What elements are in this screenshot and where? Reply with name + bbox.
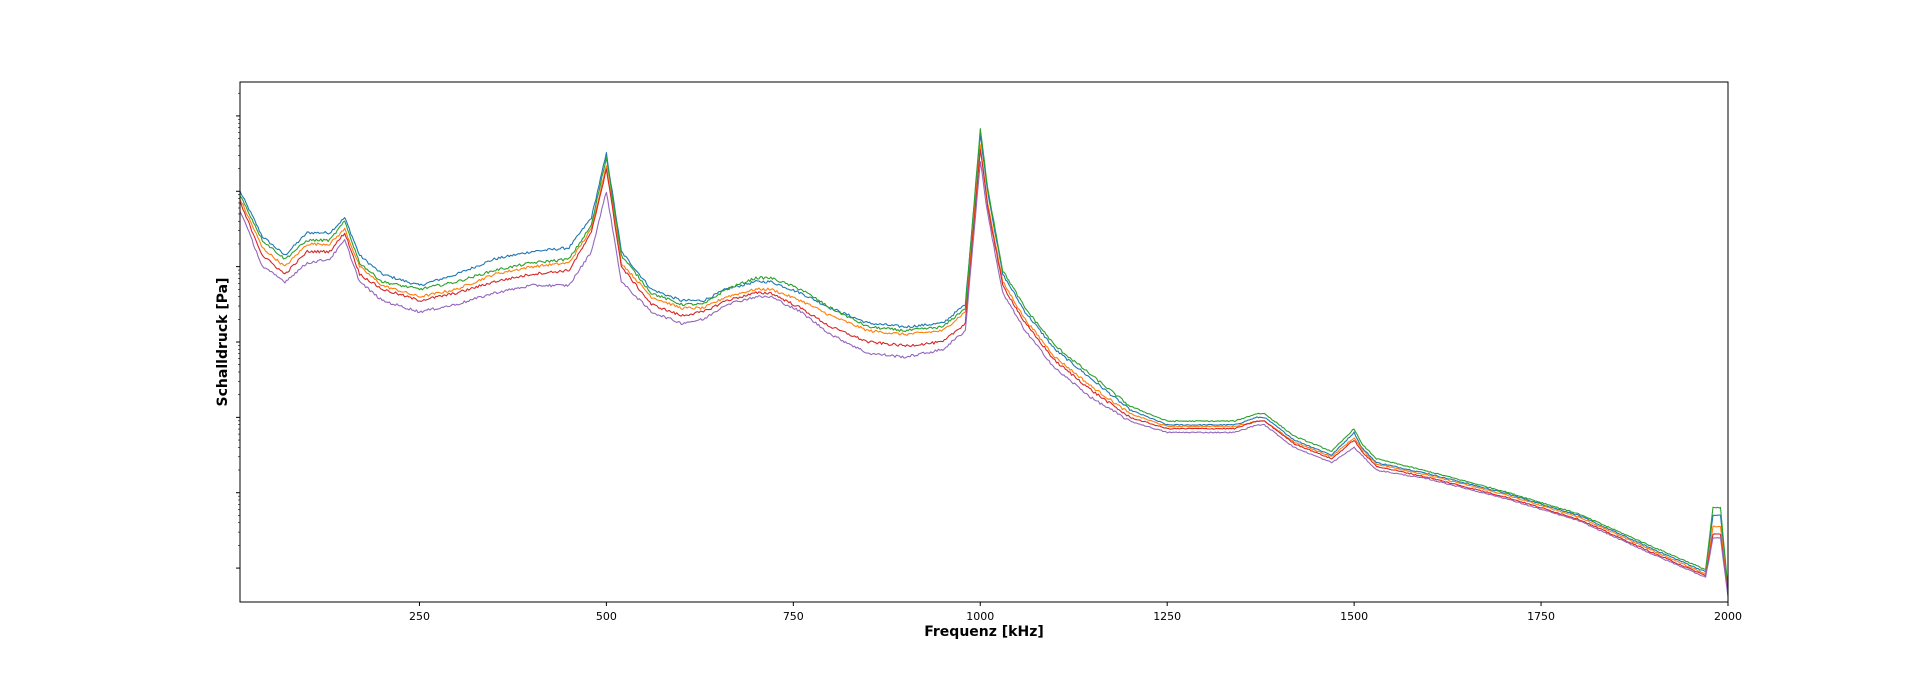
x-tick-label: 1000 — [966, 610, 994, 623]
x-tick-label: 1250 — [1153, 610, 1181, 623]
plot-area — [239, 128, 1729, 597]
x-tick-label: 2000 — [1714, 610, 1742, 623]
x-tick-label: 500 — [596, 610, 617, 623]
x-axis-label: Frequenz [kHz] — [924, 624, 1044, 640]
series-line-1 — [239, 133, 1729, 591]
y-axis — [236, 92, 240, 569]
series-line-4 — [239, 149, 1729, 595]
series-line-5 — [239, 161, 1729, 597]
x-tick-label: 1750 — [1527, 610, 1555, 623]
x-tick-label: 1500 — [1340, 610, 1368, 623]
y-axis-label: Schalldruck [Pa] — [215, 278, 231, 407]
x-tick-label: 250 — [409, 610, 430, 623]
series-line-3 — [239, 128, 1729, 590]
x-axis: 250 500 750 1000 1250 1500 1750 2000 — [409, 602, 1742, 623]
x-tick-label: 750 — [783, 610, 804, 623]
